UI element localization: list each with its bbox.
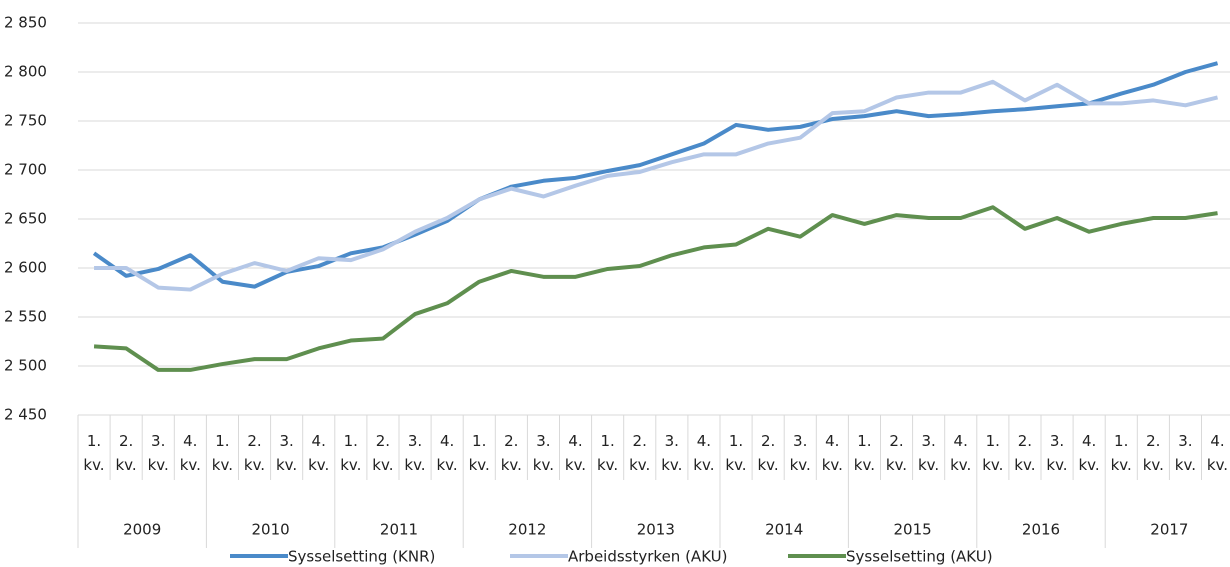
x-tick-label: 2. kv.	[757, 432, 779, 474]
year-label: 2016	[1022, 521, 1060, 539]
x-tick-label: 4. kv.	[693, 432, 715, 474]
x-tick-label: 3. kv.	[661, 432, 683, 474]
x-tick-label: 4. kv.	[1078, 432, 1100, 474]
legend-label: Sysselsetting (AKU)	[846, 548, 993, 566]
x-tick-label: 3. kv.	[404, 432, 426, 474]
x-tick-label: 3. kv.	[276, 432, 298, 474]
x-tick-label: 1. kv.	[340, 432, 362, 474]
y-tick-label: 2 550	[4, 308, 47, 326]
x-tick-label: 3. kv.	[918, 432, 940, 474]
y-tick-label: 2 450	[4, 406, 47, 424]
x-tick-label: 2. kv.	[115, 432, 137, 474]
x-tick-label: 1. kv.	[468, 432, 490, 474]
x-tick-label: 1. kv.	[725, 432, 747, 474]
series-line	[94, 79, 1219, 292]
x-tick-label: 2. kv.	[885, 432, 908, 474]
x-tick-label: 1. kv.	[1110, 432, 1132, 474]
y-tick-label: 2 800	[4, 63, 47, 81]
y-tick-label: 2 850	[4, 14, 47, 32]
x-tick-label: 3. kv.	[532, 432, 554, 474]
legend-label: Sysselsetting (KNR)	[288, 548, 435, 566]
x-tick-label: 1. kv.	[211, 432, 233, 474]
y-tick-label: 2 500	[4, 357, 47, 375]
year-label: 2013	[637, 521, 675, 539]
x-tick-label: 4. kv.	[564, 432, 587, 474]
series-line	[92, 61, 1219, 289]
x-tick-label: 3. kv.	[1046, 432, 1068, 474]
year-label: 2012	[508, 521, 546, 539]
x-tick-label: 2. kv.	[500, 432, 522, 474]
year-label: 2009	[123, 521, 161, 539]
y-tick-label: 2 600	[4, 259, 47, 277]
x-tick-label: 3. kv.	[147, 432, 169, 474]
x-tick-label: 2. kv.	[243, 432, 266, 474]
year-label: 2014	[765, 521, 803, 539]
y-tick-label: 2 650	[4, 210, 47, 228]
legend-label: Arbeidsstyrken (AKU)	[568, 548, 727, 566]
x-tick-label: 4. kv.	[821, 432, 843, 474]
x-tick-label: 3. kv.	[789, 432, 811, 474]
x-tick-label: 2. kv.	[1142, 432, 1164, 474]
x-tick-label: 4. kv.	[436, 432, 458, 474]
y-tick-label: 2 750	[4, 112, 47, 130]
series-line	[93, 205, 1218, 372]
year-label: 2017	[1150, 521, 1188, 539]
x-tick-label: 4. kv.	[1206, 432, 1229, 474]
x-tick-label: 4. kv.	[308, 432, 330, 474]
x-tick-label: 2. kv.	[629, 432, 651, 474]
y-tick-label: 2 700	[4, 161, 47, 179]
x-tick-label: 3. kv.	[1174, 432, 1196, 474]
x-tick-label: 2. kv.	[1014, 432, 1036, 474]
x-tick-label: 4. kv.	[179, 432, 201, 474]
x-tick-label: 1. kv.	[853, 432, 875, 474]
x-tick-label: 1. kv.	[83, 432, 105, 474]
year-label: 2015	[894, 521, 932, 539]
x-tick-label: 1. kv.	[597, 432, 619, 474]
year-label: 2010	[252, 521, 290, 539]
year-label: 2011	[380, 521, 418, 539]
x-tick-label: 2. kv.	[372, 432, 394, 474]
x-tick-label: 1. kv.	[982, 432, 1004, 474]
x-tick-label: 4. kv.	[950, 432, 972, 474]
